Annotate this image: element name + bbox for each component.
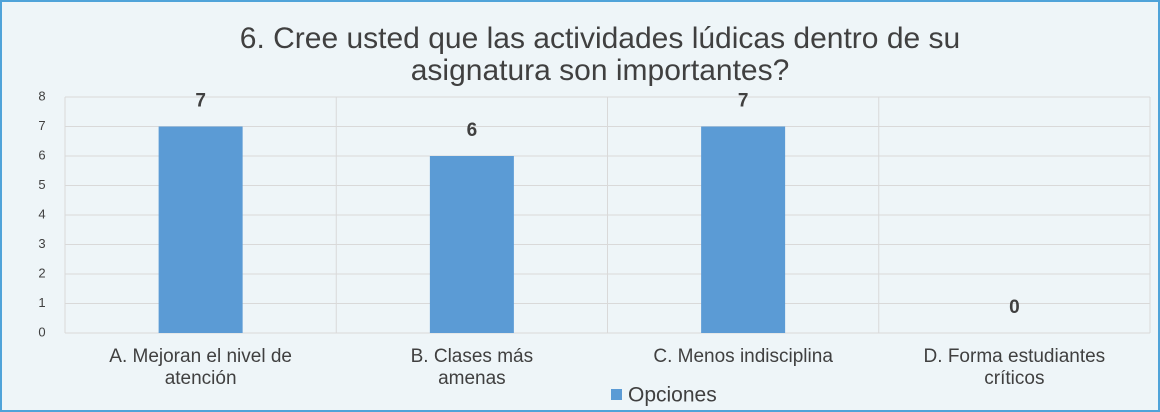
bar: [158, 126, 243, 333]
bar: [429, 156, 514, 333]
legend-label: Opciones: [628, 384, 717, 407]
y-tick-label: 0: [38, 324, 45, 339]
data-label: 7: [738, 91, 749, 112]
y-tick-label: 4: [38, 206, 45, 221]
x-tick-label: D. Forma estudiantes críticos: [924, 346, 1106, 389]
y-tick-label: 1: [38, 295, 45, 310]
chart-title: 6. Cree usted que las actividades lúdica…: [240, 22, 960, 87]
y-tick-label: 7: [38, 118, 45, 133]
y-tick-label: 8: [38, 88, 45, 103]
y-tick-label: 3: [38, 236, 45, 251]
data-label: 0: [1009, 297, 1020, 318]
x-tick-label: A. Mejoran el nivel de atención: [109, 346, 292, 389]
x-tick-label: B. Clases más amenas: [411, 346, 533, 389]
data-label: 7: [195, 91, 206, 112]
x-tick-label: C. Menos indisciplina: [653, 346, 833, 367]
y-tick-label: 2: [38, 265, 45, 280]
legend-swatch: [611, 389, 622, 400]
data-label: 6: [467, 120, 478, 141]
y-tick-label: 5: [38, 177, 45, 192]
y-tick-label: 6: [38, 147, 45, 162]
bar: [701, 126, 786, 333]
